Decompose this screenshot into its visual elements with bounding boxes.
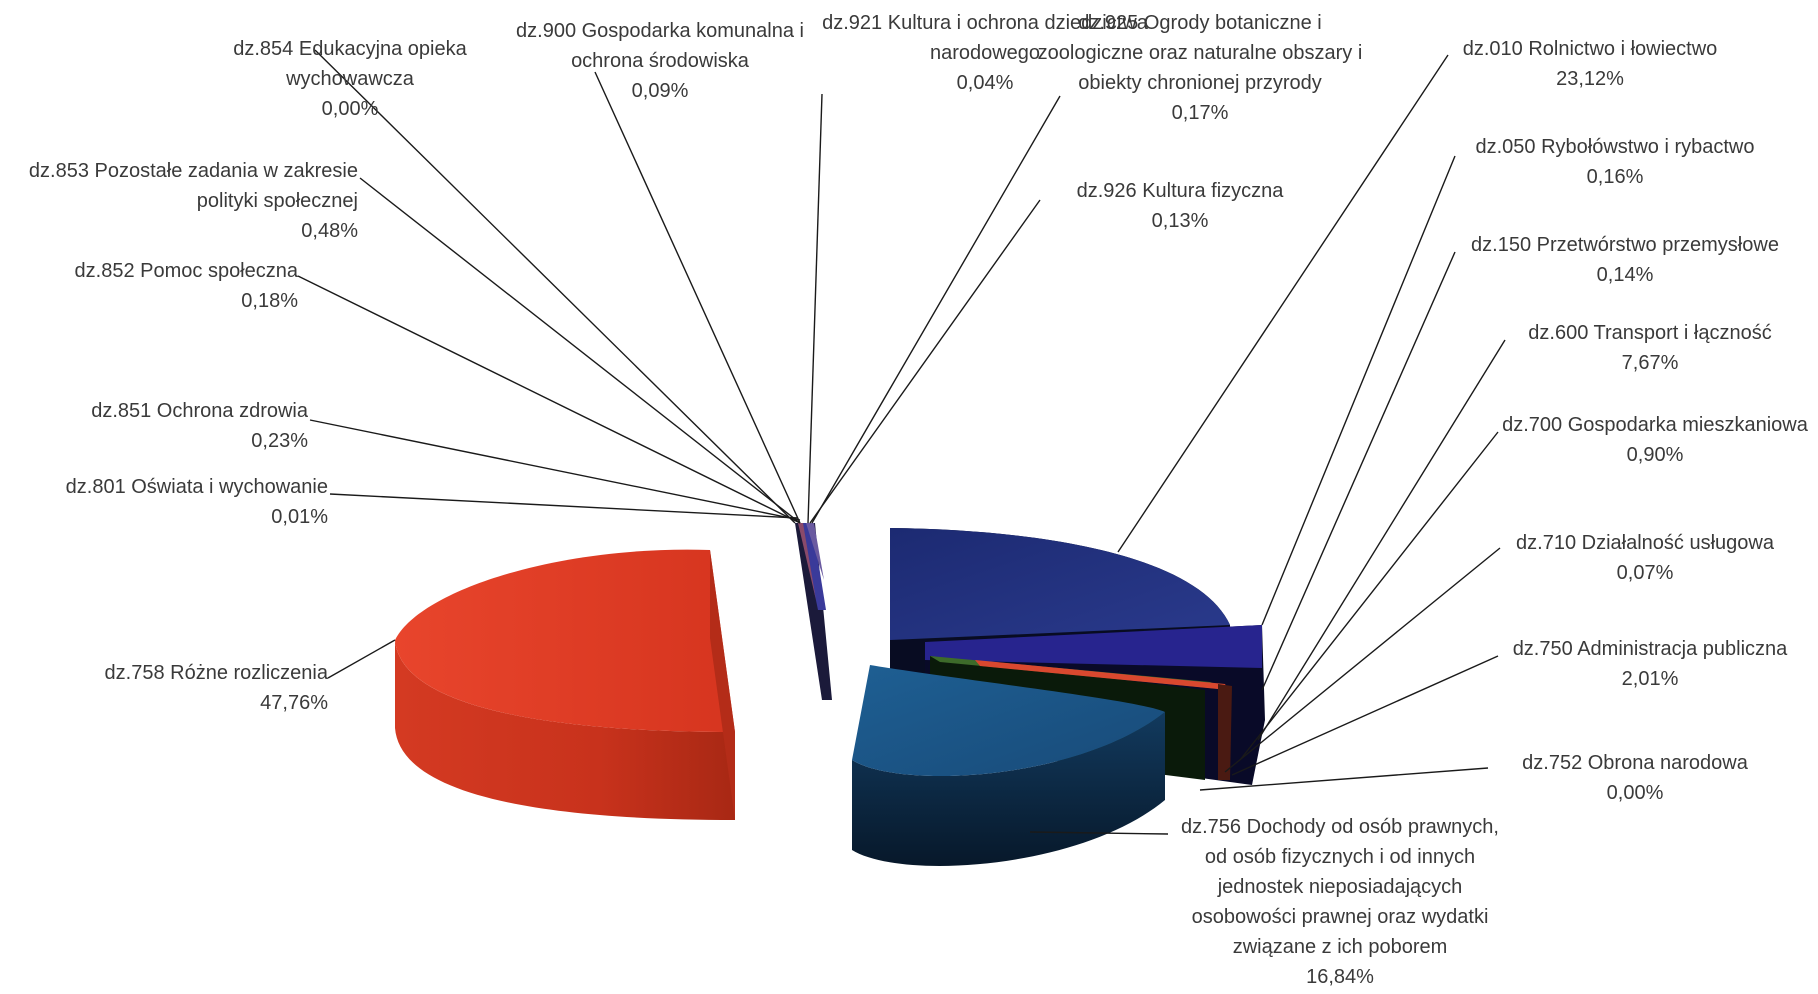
label-710-text: dz.710 Działalność usługowa: [1516, 532, 1774, 554]
label-758-text: dz.758 Różne rozliczenia: [104, 662, 328, 684]
label-900-text: ochrona środowiska: [571, 50, 749, 72]
label-700-text: dz.700 Gospodarka mieszkaniowa: [1502, 414, 1808, 436]
label-921-value: 0,04%: [956, 72, 1014, 94]
label-750: dz.750 Administracja publiczna 2,01%: [1495, 634, 1805, 694]
label-150-value: 0,14%: [1596, 264, 1654, 286]
leader-line-600: [1257, 339, 1506, 741]
label-750-value: 2,01%: [1621, 668, 1679, 690]
label-600-text: dz.600 Transport i łączność: [1528, 322, 1772, 344]
label-926: dz.926 Kultura fizyczna 0,13%: [1050, 176, 1310, 236]
leader-lines: [297, 49, 1506, 835]
label-852-text: dz.852 Pomoc społeczna: [74, 260, 298, 282]
pie-slice-756: [852, 665, 1165, 866]
label-756-text: związane z ich poborem: [1232, 936, 1448, 958]
label-756: dz.756 Dochody od osób prawnych, od osób …: [1160, 812, 1520, 992]
leader-line-050: [1261, 155, 1456, 626]
label-921-text: narodowego: [929, 42, 1041, 64]
pie-slice-small-cluster: [795, 523, 832, 700]
label-900-value: 0,09%: [631, 80, 689, 102]
label-756-text: od osób fizycznych i od innych: [1204, 846, 1476, 868]
label-853-text: polityki społecznej: [196, 190, 358, 212]
label-150: dz.150 Przetwórstwo przemysłowe 0,14%: [1455, 230, 1795, 290]
label-010-value: 23,12%: [1556, 68, 1624, 90]
label-925-value: 0,17%: [1171, 102, 1229, 124]
pie-slice-750: [975, 660, 1232, 780]
label-050-text: dz.050 Rybołówstwo i rybactwo: [1475, 136, 1755, 158]
label-752-value: 0,00%: [1606, 782, 1664, 804]
label-925: dz.925 Ogrody botaniczne i zoologiczne or…: [1030, 8, 1370, 128]
label-854: dz.854 Edukacyjna opieka wychowawcza 0,00%: [200, 34, 500, 124]
label-851-value: 0,23%: [251, 430, 308, 452]
leader-line-852: [297, 275, 801, 524]
leader-line-710: [1224, 547, 1501, 773]
label-925-text: dz.925 Ogrody botaniczne i: [1078, 12, 1322, 34]
label-926-text: dz.926 Kultura fizyczna: [1076, 180, 1284, 202]
label-854-text: wychowawcza: [286, 68, 414, 90]
label-851: dz.851 Ochrona zdrowia 0,23%: [68, 396, 308, 456]
leader-line-758: [327, 639, 396, 679]
label-926-value: 0,13%: [1151, 210, 1209, 232]
label-758-value: 47,76%: [260, 692, 328, 714]
label-801-text: dz.801 Oświata i wychowanie: [65, 476, 328, 498]
label-756-text: osobowości prawnej oraz wydatki: [1191, 906, 1489, 928]
label-710-value: 0,07%: [1616, 562, 1674, 584]
label-853-text: dz.853 Pozostałe zadania w zakresie: [28, 160, 358, 182]
label-010: dz.010 Rolnictwo i łowiectwo 23,12%: [1430, 34, 1750, 94]
leader-line-700: [1239, 431, 1499, 761]
leader-line-921: [807, 93, 823, 524]
leader-line-854: [314, 49, 796, 524]
label-854-text: dz.854 Edukacyjna opieka: [233, 38, 467, 60]
label-600: dz.600 Transport i łączność 7,67%: [1500, 318, 1800, 378]
leader-line-756: [1029, 831, 1169, 835]
label-700: dz.700 Gospodarka mieszkaniowa 0,90%: [1495, 410, 1815, 470]
label-853-value: 0,48%: [301, 220, 358, 242]
label-851-text: dz.851 Ochrona zdrowia: [91, 400, 308, 422]
label-925-text: obiekty chronionej przyrody: [1078, 72, 1322, 94]
label-756-text: dz.756 Dochody od osób prawnych,: [1181, 816, 1499, 838]
label-050: dz.050 Rybołówstwo i rybactwo 0,16%: [1450, 132, 1780, 192]
leader-line-853: [359, 177, 801, 524]
label-700-value: 0,90%: [1626, 444, 1684, 466]
label-801-value: 0,01%: [271, 506, 328, 528]
label-050-value: 0,16%: [1586, 166, 1644, 188]
leader-line-851: [309, 419, 801, 521]
label-852: dz.852 Pomoc społeczna 0,18%: [18, 256, 298, 316]
leader-line-752: [1199, 767, 1489, 791]
label-900-text: dz.900 Gospodarka komunalna i: [516, 20, 804, 42]
label-921-text: dz.921 Kultura i ochrona dziedzictwa: [822, 12, 1148, 34]
label-852-value: 0,18%: [241, 290, 298, 312]
label-921: dz.921 Kultura i ochrona dziedzictwa naro…: [820, 8, 1150, 98]
pie-slice-758: [395, 549, 735, 820]
label-150-text: dz.150 Przetwórstwo przemysłowe: [1471, 234, 1779, 256]
label-854-value: 0,00%: [321, 98, 379, 120]
label-853: dz.853 Pozostałe zadania w zakresie polit…: [8, 156, 358, 246]
leader-line-926: [809, 199, 1041, 524]
label-710: dz.710 Działalność usługowa 0,07%: [1495, 528, 1795, 588]
label-752: dz.752 Obrona narodowa 0,00%: [1485, 748, 1785, 808]
label-925-text: zoologiczne oraz naturalne obszary i: [1037, 42, 1363, 64]
label-010-text: dz.010 Rolnictwo i łowiectwo: [1462, 38, 1718, 60]
label-756-value: 16,84%: [1306, 966, 1374, 988]
leader-line-801: [329, 493, 799, 519]
label-600-value: 7,67%: [1621, 352, 1679, 374]
label-752-text: dz.752 Obrona narodowa: [1522, 752, 1748, 774]
label-750-text: dz.750 Administracja publiczna: [1512, 638, 1788, 660]
leader-line-750: [1231, 655, 1499, 776]
label-758: dz.758 Różne rozliczenia 47,76%: [38, 658, 328, 718]
leader-line-150: [1261, 251, 1456, 691]
leader-line-925: [811, 95, 1061, 524]
label-756-text: jednostek nieposiadających: [1217, 876, 1463, 898]
leader-line-900: [594, 71, 801, 524]
label-900: dz.900 Gospodarka komunalna i ochrona śro…: [490, 16, 830, 106]
label-801: dz.801 Oświata i wychowanie 0,01%: [18, 472, 328, 532]
leader-line-010: [1117, 54, 1449, 553]
